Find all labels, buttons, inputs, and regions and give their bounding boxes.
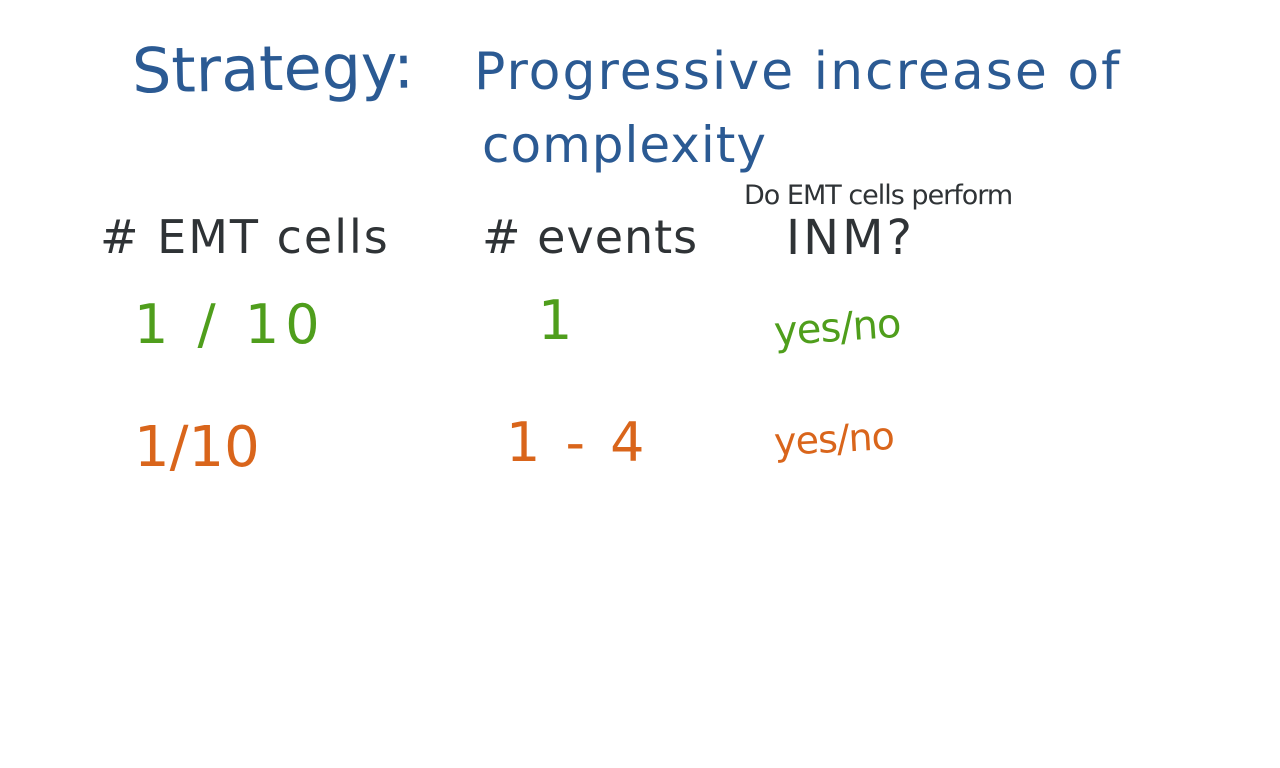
strategy-text-line-1: Progressive increase of [474, 42, 1122, 102]
row-2-answer: yes/no [772, 413, 895, 465]
row-2-events: 1 - 4 [506, 411, 649, 474]
column-header-emt-cells: # EMT cells [100, 210, 390, 264]
strategy-label: Strategy: [131, 29, 415, 108]
row-1-emt-cells: 1 / 10 [134, 293, 326, 356]
column-header-question-big: INM? [786, 210, 915, 266]
column-header-events: # events [482, 210, 699, 264]
strategy-text-line-2: complexity [482, 116, 767, 174]
column-header-question-small: Do EMT cells perform [744, 180, 1013, 211]
row-1-answer: yes/no [772, 300, 902, 356]
row-2-emt-cells: 1/10 [134, 415, 260, 480]
row-1-events: 1 [538, 289, 574, 352]
